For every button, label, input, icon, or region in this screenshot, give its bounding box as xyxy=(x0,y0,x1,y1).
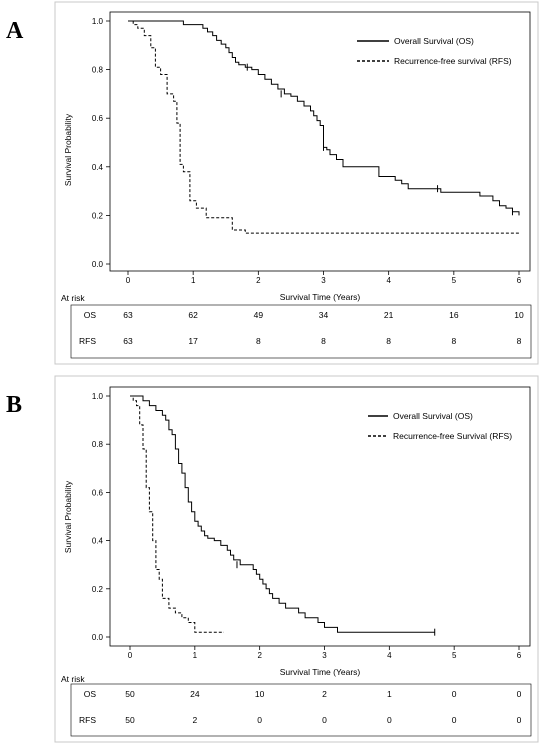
panel-b-rfs-curve xyxy=(130,395,224,633)
panel-a-at-risk-row-label: OS xyxy=(84,310,97,320)
panel-b-legend-rfs-label: Recurrence-free Survival (RFS) xyxy=(393,431,512,441)
panel-a-frame xyxy=(54,1,539,365)
panel-b-y-tick-label: 1.0 xyxy=(92,392,104,401)
panel-a-y-axis-title: Survival Probability xyxy=(63,113,73,186)
panel-b-at-risk-value: 0 xyxy=(452,715,457,725)
panel-a-y-tick-label: 0.4 xyxy=(92,163,104,172)
panel-b-x-tick-label: 1 xyxy=(193,651,198,660)
panel-b-x-ticks: 0 1 2 3 4 5 6 xyxy=(128,646,522,660)
panel-a-legend: Overall Survival (OS) Recurrence-free su… xyxy=(357,36,512,66)
panel-a-at-risk-value: 63 xyxy=(123,336,133,346)
panel-a-y-tick-label: 0.2 xyxy=(92,211,104,220)
panel-b-at-risk-row-label: OS xyxy=(84,689,97,699)
panel-a-at-risk-value: 8 xyxy=(451,336,456,346)
panel-b-y-axis-title: Survival Probability xyxy=(63,480,73,553)
panel-b-y-tick-label: 0.0 xyxy=(92,633,104,642)
panel-b-y-ticks: 0.0 0.2 0.4 0.6 0.8 1.0 xyxy=(92,392,110,642)
panel-b-legend: Overall Survival (OS) Recurrence-free Su… xyxy=(368,411,512,441)
panel-a-at-risk-row-label: RFS xyxy=(79,336,96,346)
panel-a-x-tick-label: 1 xyxy=(191,276,196,285)
panel-b-at-risk-value: 50 xyxy=(125,715,135,725)
panel-b-at-risk-value: 0 xyxy=(517,715,522,725)
panel-a-letter: A xyxy=(6,18,24,44)
panel-a-legend-os-label: Overall Survival (OS) xyxy=(394,36,474,46)
panel-b-at-risk-row-label: RFS xyxy=(79,715,96,725)
panel-b-x-tick-label: 2 xyxy=(257,651,262,660)
panel-b-x-tick-label: 5 xyxy=(452,651,457,660)
panel-a-at-risk-value: 8 xyxy=(386,336,391,346)
panel-b-at-risk-value: 2 xyxy=(322,689,327,699)
panel-b-y-tick-label: 0.2 xyxy=(92,585,104,594)
panel-b-x-tick-label: 4 xyxy=(387,651,392,660)
panel-b-x-tick-label: 6 xyxy=(517,651,522,660)
panel-b-plot-area xyxy=(109,386,531,647)
panel-a-rfs-curve xyxy=(128,20,519,234)
panel-b-frame xyxy=(54,375,539,743)
panel-a-at-risk-label: At risk xyxy=(61,293,85,303)
panel-b-at-risk-value: 24 xyxy=(190,689,200,699)
panel-b-at-risk-box xyxy=(70,683,532,737)
panel-b-x-tick-label: 0 xyxy=(128,651,133,660)
panel-a-x-tick-label: 3 xyxy=(321,276,326,285)
panel-b-y-tick-label: 0.8 xyxy=(92,440,104,449)
panel-b-x-axis-title: Survival Time (Years) xyxy=(280,667,361,677)
panel-a-y-tick-label: 0.0 xyxy=(92,260,104,269)
panel-a-x-tick-label: 0 xyxy=(126,276,131,285)
panel-b-letter: B xyxy=(6,392,22,418)
panel-a-x-axis-title: Survival Time (Years) xyxy=(280,292,361,302)
panel-a-at-risk-value: 34 xyxy=(319,310,329,320)
panel-b-at-risk-value: 2 xyxy=(192,715,197,725)
panel-a-y-tick-label: 0.6 xyxy=(92,114,104,123)
panel-a-x-tick-label: 6 xyxy=(517,276,522,285)
panel-a-curves xyxy=(128,20,520,234)
panel-b-at-risk-value: 0 xyxy=(387,715,392,725)
panel-a-os-curve xyxy=(128,20,520,216)
panel-b-at-risk-value: 0 xyxy=(517,689,522,699)
panel-b-at-risk-value: 0 xyxy=(257,715,262,725)
panel-b-curves xyxy=(130,395,436,636)
panel-a-at-risk-value: 63 xyxy=(123,310,133,320)
panel-a-at-risk-value: 8 xyxy=(256,336,261,346)
panel-a-at-risk-table: OS 63 62 49 34 21 16 10 RFS 63 17 8 8 8 8 8 xyxy=(79,310,524,346)
panel-a-at-risk-value: 62 xyxy=(188,310,198,320)
panel-a-x-tick-label: 5 xyxy=(452,276,457,285)
panel-a-y-tick-label: 0.8 xyxy=(92,66,104,75)
panel-b-at-risk-value: 50 xyxy=(125,689,135,699)
panel-b-legend-os-label: Overall Survival (OS) xyxy=(393,411,473,421)
panel-b-at-risk-value: 1 xyxy=(387,689,392,699)
panel-a-legend-rfs-label: Recurrence-free survival (RFS) xyxy=(394,56,512,66)
panel-a-x-tick-label: 4 xyxy=(386,276,391,285)
panel-b-at-risk-value: 0 xyxy=(322,715,327,725)
panel-a-at-risk-value: 17 xyxy=(188,336,198,346)
panel-b-os-curve xyxy=(130,395,435,633)
panel-a-y-ticks: 0.0 0.2 0.4 0.6 0.8 1.0 xyxy=(92,17,110,269)
panel-a-at-risk-value: 49 xyxy=(254,310,264,320)
panel-a-at-risk-value: 10 xyxy=(514,310,524,320)
panel-a-at-risk-value: 8 xyxy=(517,336,522,346)
panel-a-x-tick-label: 2 xyxy=(256,276,261,285)
panel-b-at-risk-value: 0 xyxy=(452,689,457,699)
panel-a-plot-area xyxy=(109,11,531,272)
panel-b-y-tick-label: 0.4 xyxy=(92,537,104,546)
panel-b-at-risk-label: At risk xyxy=(61,674,85,684)
panel-a-at-risk-box xyxy=(70,304,532,359)
panel-b: B 0.0 0.2 0.4 0.6 0.8 1.0 0 1 2 3 4 5 6 Survival Pr… xyxy=(6,375,539,743)
panel-b-x-tick-label: 3 xyxy=(322,651,327,660)
panel-a-at-risk-value: 21 xyxy=(384,310,394,320)
panel-a-y-tick-label: 1.0 xyxy=(92,17,104,26)
panel-a-x-ticks: 0 1 2 3 4 5 6 xyxy=(126,271,522,285)
panel-b-at-risk-value: 10 xyxy=(255,689,265,699)
panel-a-at-risk-value: 16 xyxy=(449,310,459,320)
panel-b-y-tick-label: 0.6 xyxy=(92,488,104,497)
panel-a-at-risk-value: 8 xyxy=(321,336,326,346)
